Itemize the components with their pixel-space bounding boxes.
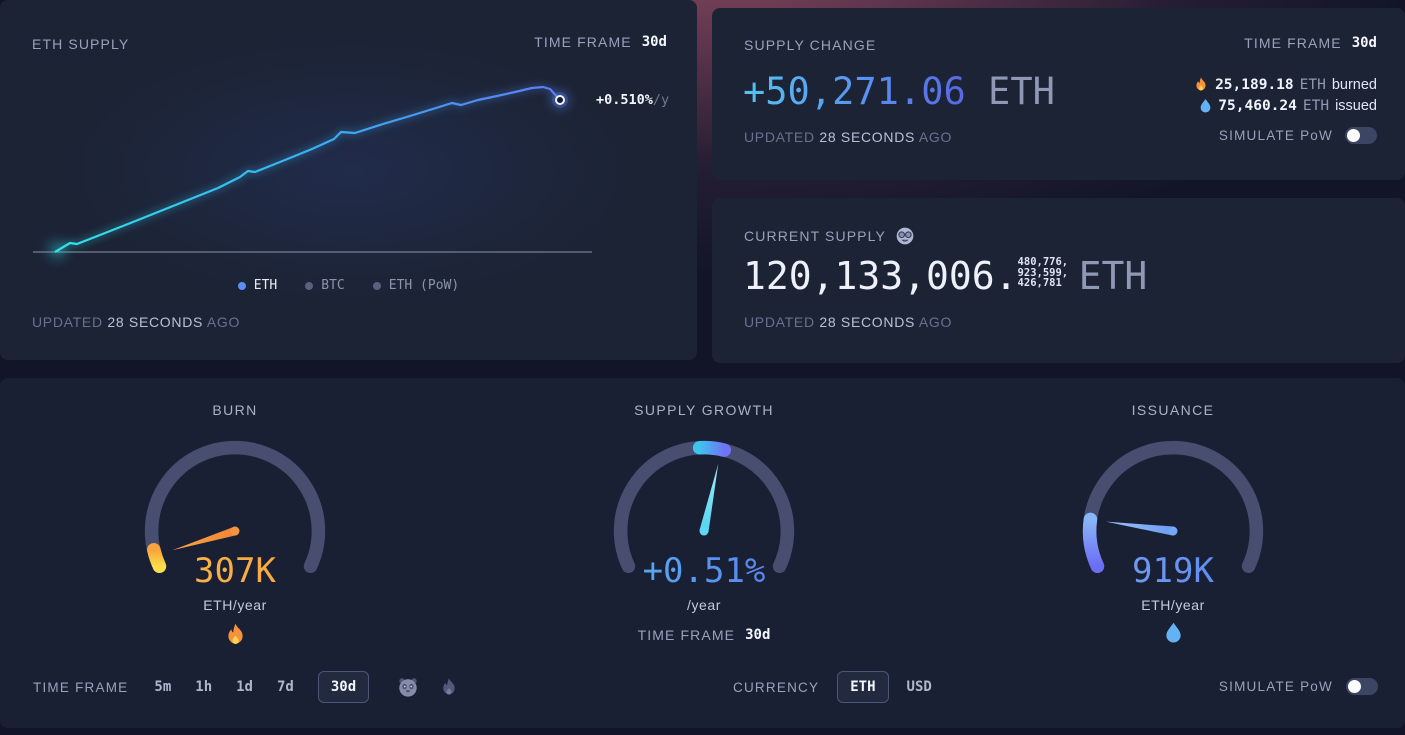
simulate-pow-toggle[interactable] <box>1345 127 1377 144</box>
nerd-face-icon <box>896 227 914 245</box>
time-frame-option-30d[interactable]: 30d <box>317 671 370 703</box>
currency-label: CURRENCY <box>733 679 820 695</box>
time-frame-value[interactable]: 30d <box>1351 35 1377 51</box>
current-supply-value: 120,133,006.480,776, 923,599, 426,781 ETH <box>743 254 1148 298</box>
legend-item-btc[interactable]: BTC <box>305 278 345 293</box>
supply-growth-gauge-dial <box>613 440 795 574</box>
burn-unit: ETH/year <box>203 597 267 613</box>
fire-icon <box>1196 77 1206 91</box>
supply-change-updated: UPDATED 28 SECONDS AGO <box>744 129 953 145</box>
burned-row: 25,189.18 ETH burned <box>1193 76 1377 93</box>
burn-value: 307K <box>75 551 395 591</box>
burn-gauge: BURN 307K ETH/year <box>75 402 395 653</box>
time-frame-value[interactable]: 30d <box>745 627 771 643</box>
current-supply-title: CURRENT SUPPLY <box>744 228 886 244</box>
gauges-panel: BURN 307K ETH/year SUPPLY GROWTH +0.51% … <box>0 378 1405 728</box>
time-frame-label: TIME FRAME <box>1244 35 1342 51</box>
simulate-pow-toggle[interactable] <box>1346 678 1378 695</box>
fire-icon <box>227 623 243 644</box>
legend-dot-eth <box>237 281 246 290</box>
time-frame-value[interactable]: 30d <box>641 34 667 50</box>
legend-item-eth[interactable]: ETH <box>237 278 277 293</box>
droplet-icon <box>1165 622 1181 643</box>
time-frame-label: TIME FRAME <box>534 34 632 50</box>
supply-growth-unit: /year <box>687 597 721 613</box>
legend-item-eth-pow[interactable]: ETH (PoW) <box>372 278 459 293</box>
panda-icon[interactable] <box>397 676 419 698</box>
time-frame-option-7d[interactable]: 7d <box>276 679 294 695</box>
eth-supply-card: ETH SUPPLY TIME FRAME 30d +0.510%/y ETH … <box>0 0 697 360</box>
current-supply-updated: UPDATED 28 SECONDS AGO <box>744 314 953 330</box>
eth-supply-updated: UPDATED 28 SECONDS AGO <box>32 314 241 330</box>
issued-row: 75,460.24 ETH issued <box>1193 98 1377 114</box>
simulate-pow-label: SIMULATE PoW <box>1218 679 1333 694</box>
currency-option-usd[interactable]: USD <box>906 679 932 695</box>
supply-frac-digits: 480,776, 923,599, 426,781 <box>1017 256 1069 289</box>
issuance-gauge: ISSUANCE 919K ETH/year <box>1013 402 1333 650</box>
simulate-pow-label: SIMULATE PoW <box>1218 128 1333 143</box>
time-frame-controls-label: TIME FRAME <box>33 679 129 695</box>
supply-growth-value: +0.51% <box>544 551 864 591</box>
chart-end-annotation: +0.510%/y <box>596 92 670 108</box>
chart-legend: ETH BTC ETH (PoW) <box>0 278 697 293</box>
legend-dot-eth-pow <box>372 281 381 290</box>
fire-toggle-icon[interactable] <box>439 676 459 698</box>
eth-supply-title: ETH SUPPLY <box>32 36 130 52</box>
legend-dot-btc <box>305 281 314 290</box>
toggle-knob <box>1348 680 1361 693</box>
time-frame-option-1d[interactable]: 1d <box>236 679 253 695</box>
supply-change-card: SUPPLY CHANGE TIME FRAME 30d +50,271.06 … <box>712 8 1405 180</box>
burn-gauge-dial <box>144 440 326 574</box>
toggle-knob <box>1347 129 1360 142</box>
supply-growth-title: SUPPLY GROWTH <box>634 402 774 418</box>
time-frame-option-5m[interactable]: 5m <box>154 679 172 695</box>
time-frame-option-1h[interactable]: 1h <box>195 679 213 695</box>
supply-change-value: +50,271.06 ETH <box>743 70 1055 113</box>
issuance-title: ISSUANCE <box>1131 402 1215 418</box>
droplet-icon <box>1200 98 1211 113</box>
supply-growth-gauge: SUPPLY GROWTH +0.51% /year TIME FRAME 30… <box>544 402 864 643</box>
burn-title: BURN <box>212 402 258 418</box>
current-supply-card: CURRENT SUPPLY 120,133,006.480,776, 923,5… <box>712 198 1405 363</box>
supply-change-title: SUPPLY CHANGE <box>744 37 877 53</box>
issuance-value: 919K <box>1013 551 1333 591</box>
issuance-gauge-dial <box>1082 440 1264 574</box>
currency-option-eth[interactable]: ETH <box>837 671 889 703</box>
eth-supply-chart <box>33 40 630 300</box>
time-frame-label: TIME FRAME <box>637 627 736 643</box>
issuance-unit: ETH/year <box>1141 597 1205 613</box>
